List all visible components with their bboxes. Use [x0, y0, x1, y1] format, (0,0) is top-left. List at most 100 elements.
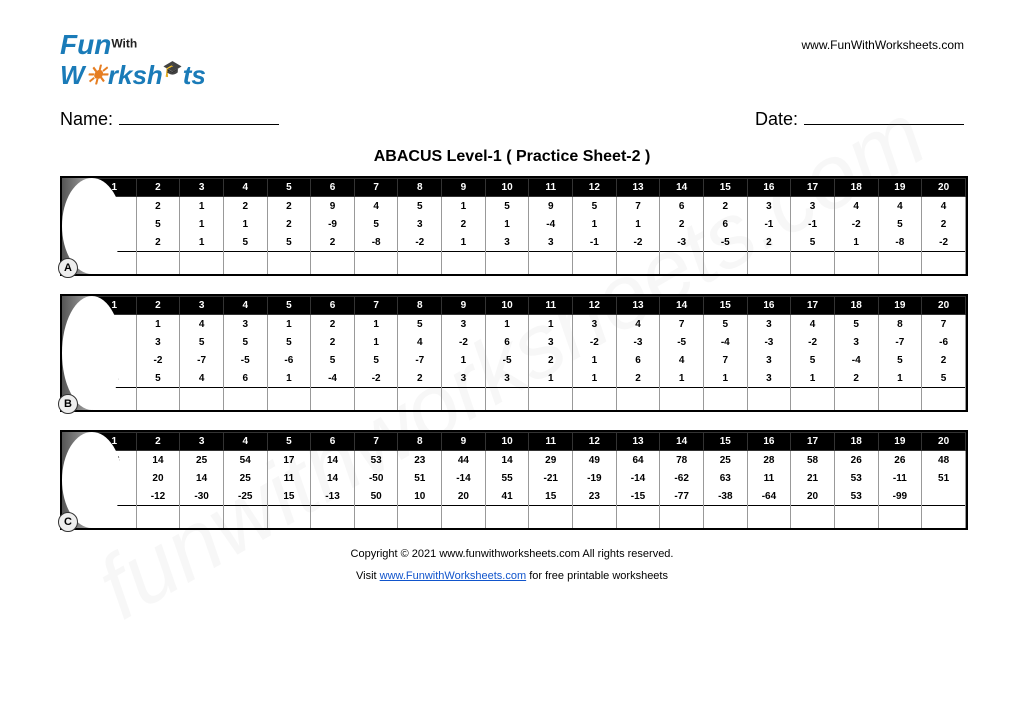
- data-cell: 1: [136, 315, 180, 334]
- answer-cell[interactable]: [834, 252, 878, 275]
- answer-cell[interactable]: [442, 252, 486, 275]
- answer-cell[interactable]: [267, 252, 311, 275]
- answer-cell[interactable]: [703, 506, 747, 529]
- answer-cell[interactable]: [660, 252, 704, 275]
- answer-cell[interactable]: [398, 252, 442, 275]
- data-cell: -8: [354, 233, 398, 252]
- answer-cell[interactable]: [747, 388, 791, 411]
- answer-cell[interactable]: [223, 388, 267, 411]
- answer-cell[interactable]: [398, 506, 442, 529]
- data-cell: 6: [485, 333, 529, 351]
- answer-cell[interactable]: [136, 506, 180, 529]
- answer-cell[interactable]: [703, 252, 747, 275]
- data-cell: 44: [442, 451, 486, 470]
- data-cell: 26: [878, 451, 922, 470]
- data-cell: 11: [267, 469, 311, 487]
- data-cell: -38: [703, 487, 747, 506]
- answer-cell[interactable]: [791, 506, 835, 529]
- column-header: 10: [485, 297, 529, 315]
- answer-cell[interactable]: [703, 388, 747, 411]
- answer-cell[interactable]: [180, 388, 224, 411]
- answer-cell[interactable]: [573, 388, 617, 411]
- site-url: www.FunWithWorksheets.com: [802, 38, 965, 52]
- answer-cell[interactable]: [442, 388, 486, 411]
- data-cell: [922, 487, 966, 506]
- answer-cell[interactable]: [311, 388, 355, 411]
- data-cell: 1: [573, 369, 617, 388]
- answer-cell[interactable]: [834, 506, 878, 529]
- answer-cell[interactable]: [922, 506, 966, 529]
- data-cell: 15: [267, 487, 311, 506]
- column-header: 12: [573, 433, 617, 451]
- answer-cell[interactable]: [442, 506, 486, 529]
- answer-cell[interactable]: [922, 388, 966, 411]
- column-header: 8: [398, 179, 442, 197]
- answer-cell[interactable]: [878, 388, 922, 411]
- answer-cell[interactable]: [136, 388, 180, 411]
- column-header: 15: [703, 297, 747, 315]
- column-header: 15: [703, 179, 747, 197]
- answer-cell[interactable]: [354, 388, 398, 411]
- column-header: 11: [529, 297, 573, 315]
- answer-cell[interactable]: [616, 252, 660, 275]
- answer-cell[interactable]: [354, 252, 398, 275]
- data-cell: 5: [834, 315, 878, 334]
- answer-cell[interactable]: [180, 252, 224, 275]
- data-cell: 48: [922, 451, 966, 470]
- data-cell: 1: [180, 197, 224, 216]
- column-header: 13: [616, 433, 660, 451]
- answer-cell[interactable]: [791, 388, 835, 411]
- name-line[interactable]: [119, 124, 279, 125]
- answer-cell[interactable]: [660, 388, 704, 411]
- column-header: 17: [791, 433, 835, 451]
- data-cell: -6: [922, 333, 966, 351]
- answer-cell[interactable]: [529, 506, 573, 529]
- answer-cell[interactable]: [529, 388, 573, 411]
- column-header: 10: [485, 179, 529, 197]
- visit-link[interactable]: www.FunwithWorksheets.com: [380, 570, 527, 582]
- answer-cell[interactable]: [834, 388, 878, 411]
- data-cell: 5: [398, 315, 442, 334]
- data-cell: 2: [398, 369, 442, 388]
- data-cell: 1: [442, 197, 486, 216]
- column-header: 3: [180, 297, 224, 315]
- answer-cell[interactable]: [791, 252, 835, 275]
- answer-cell[interactable]: [747, 506, 791, 529]
- answer-cell[interactable]: [311, 252, 355, 275]
- data-cell: 4: [354, 197, 398, 216]
- data-cell: 63: [703, 469, 747, 487]
- answer-cell[interactable]: [878, 252, 922, 275]
- answer-cell[interactable]: [573, 252, 617, 275]
- answer-cell[interactable]: [180, 506, 224, 529]
- data-cell: -14: [616, 469, 660, 487]
- answer-cell[interactable]: [223, 252, 267, 275]
- name-date-row: Name: Date:: [60, 109, 964, 130]
- answer-cell[interactable]: [922, 252, 966, 275]
- answer-cell[interactable]: [878, 506, 922, 529]
- answer-cell[interactable]: [485, 252, 529, 275]
- data-cell: 1: [180, 233, 224, 252]
- answer-cell[interactable]: [747, 252, 791, 275]
- answer-cell[interactable]: [660, 506, 704, 529]
- data-cell: -3: [747, 333, 791, 351]
- answer-cell[interactable]: [398, 388, 442, 411]
- answer-cell[interactable]: [573, 506, 617, 529]
- date-line[interactable]: [804, 124, 964, 125]
- answer-cell[interactable]: [311, 506, 355, 529]
- answer-cell[interactable]: [485, 506, 529, 529]
- data-cell: 3: [529, 333, 573, 351]
- answer-cell[interactable]: [354, 506, 398, 529]
- answer-cell[interactable]: [529, 252, 573, 275]
- answer-cell[interactable]: [223, 506, 267, 529]
- answer-cell[interactable]: [267, 388, 311, 411]
- data-cell: 3: [573, 315, 617, 334]
- answer-cell[interactable]: [616, 506, 660, 529]
- answer-cell[interactable]: [267, 506, 311, 529]
- column-header: 3: [180, 179, 224, 197]
- answer-cell[interactable]: [136, 252, 180, 275]
- answer-cell[interactable]: [485, 388, 529, 411]
- data-cell: 51: [398, 469, 442, 487]
- data-cell: -25: [223, 487, 267, 506]
- practice-grid: 1234567891011121314151617181920621229451…: [92, 178, 966, 274]
- answer-cell[interactable]: [616, 388, 660, 411]
